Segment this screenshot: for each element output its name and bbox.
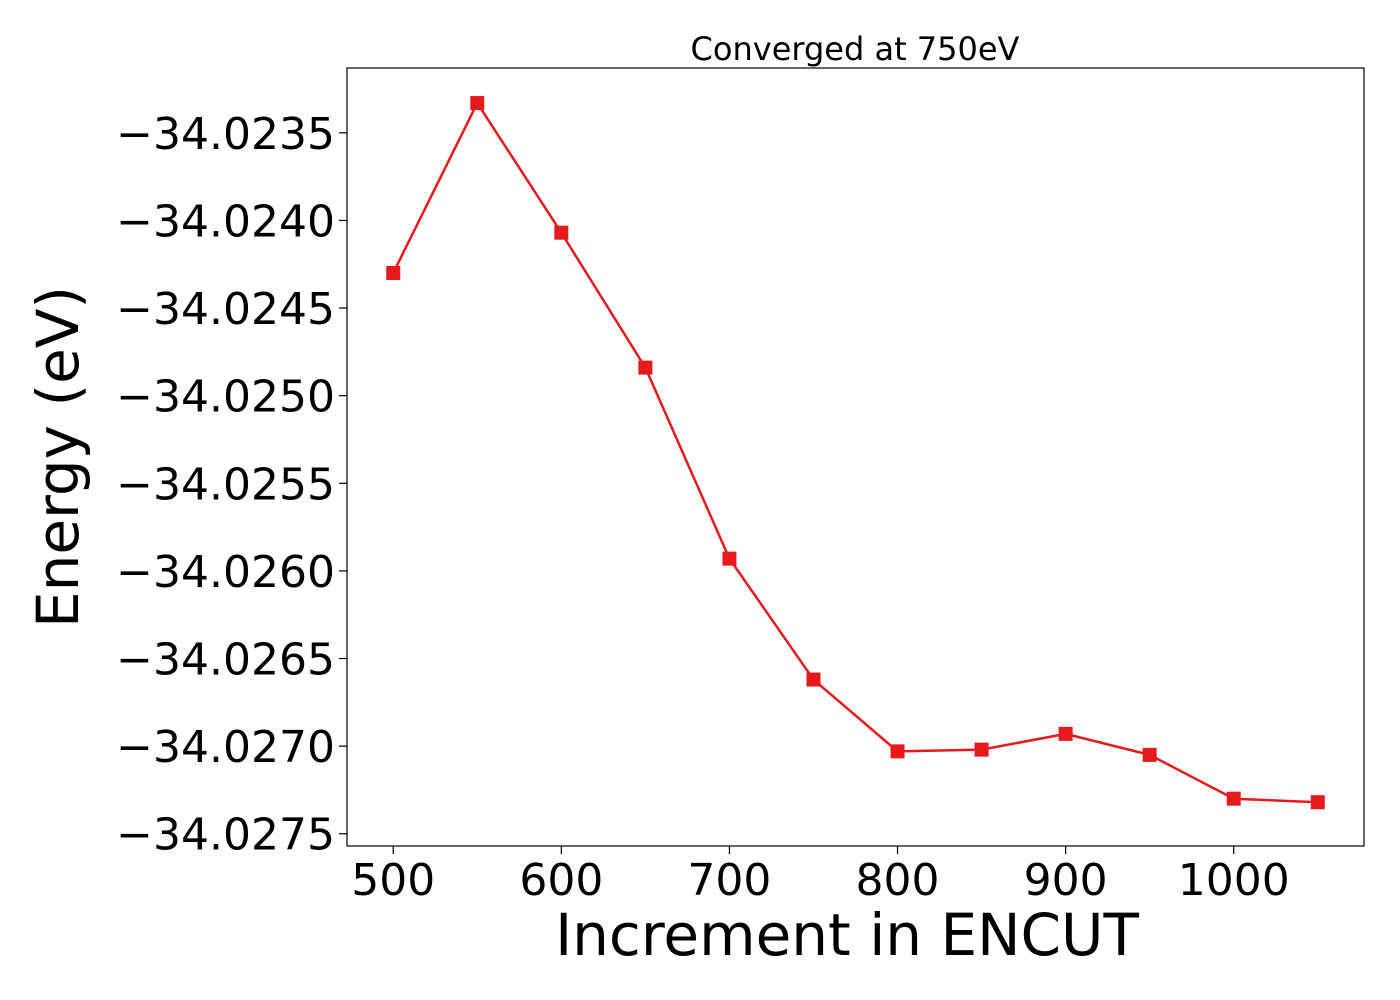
data-point-marker <box>806 672 821 687</box>
y-tick-label: −34.0270 <box>116 722 335 773</box>
data-point-marker <box>722 551 737 566</box>
data-point-marker <box>1058 726 1073 741</box>
x-tick-label: 500 <box>351 855 435 906</box>
x-tick-label: 700 <box>687 855 771 906</box>
plot-area-frame <box>346 67 1365 847</box>
x-tick-label: 600 <box>519 855 603 906</box>
y-tick-label: −34.0265 <box>116 635 335 686</box>
data-point-marker <box>386 266 401 281</box>
series-line <box>392 101 1318 804</box>
chart-title: Converged at 750eV <box>691 30 1020 68</box>
x-axis-label: Increment in ENCUT <box>555 901 1139 969</box>
y-tick-label: −34.0260 <box>116 547 335 598</box>
x-tick-label: 1000 <box>1178 855 1290 906</box>
y-tick-label: −34.0275 <box>116 810 335 861</box>
data-point-marker <box>890 744 905 759</box>
series-layer <box>386 96 1325 810</box>
y-tick-label: −34.0235 <box>116 109 335 160</box>
data-point-marker <box>1226 791 1241 806</box>
y-axis-ticks: −34.0235 −34.0240 −34.0245 −34.0250 −34.0255… <box>116 109 347 861</box>
x-tick-label: 800 <box>856 855 940 906</box>
data-point-marker <box>974 742 989 757</box>
x-axis-ticks: 500 600 700 800 900 1000 <box>351 846 1290 906</box>
data-point-marker <box>1142 747 1157 762</box>
y-tick-label: −34.0245 <box>116 284 335 335</box>
data-point-marker <box>554 225 569 240</box>
y-axis-label: Energy (eV) <box>24 286 92 628</box>
data-point-marker <box>1310 795 1325 810</box>
y-tick-label: −34.0240 <box>116 196 335 247</box>
x-tick-label: 900 <box>1024 855 1108 906</box>
data-point-marker <box>638 360 653 375</box>
y-tick-label: −34.0255 <box>116 459 335 510</box>
y-tick-label: −34.0250 <box>116 372 335 423</box>
data-point-marker <box>470 96 485 111</box>
